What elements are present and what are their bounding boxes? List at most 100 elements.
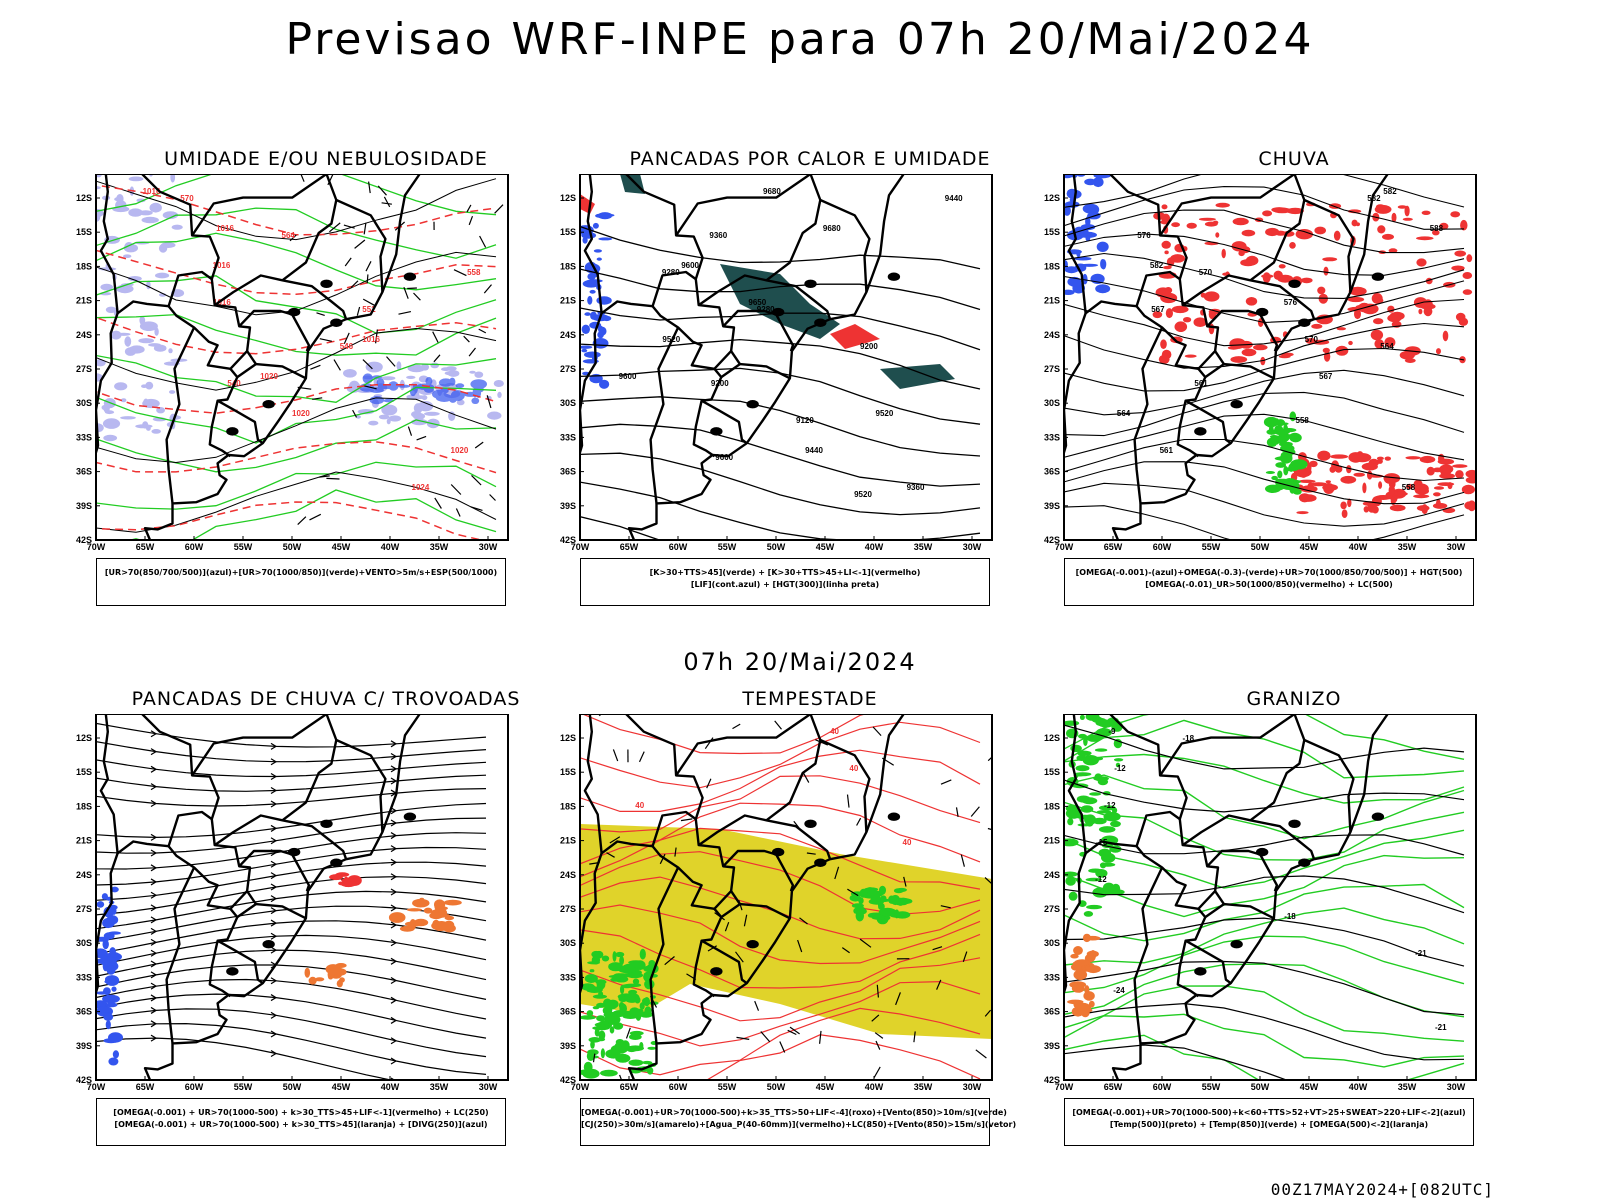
country-border — [1223, 362, 1275, 380]
contour-label: -12 — [1104, 801, 1116, 810]
lat-tick-label: 42S — [560, 535, 576, 545]
contour-label: 9440 — [805, 446, 823, 455]
contour-label: 576 — [1137, 231, 1151, 240]
contour-label: 9360 — [907, 483, 925, 492]
contour-label: 567 — [1151, 305, 1165, 314]
lon-tick-label: 30W — [479, 1082, 498, 1092]
lake-mark — [1255, 847, 1269, 857]
lat-tick-label: 27S — [76, 904, 92, 914]
lat-tick-label: 39S — [1044, 501, 1060, 511]
lon-tick-label: 70W — [571, 542, 590, 552]
country-border — [1206, 849, 1279, 892]
lake-mark — [320, 279, 333, 289]
lat-tick-label: 15S — [560, 227, 576, 237]
country-border — [255, 362, 307, 380]
thickness-contours — [96, 184, 497, 540]
contour-label: -24 — [1113, 986, 1125, 995]
map-plot: 1016 1016 1016 1016 1016 1020 1020 1020 1024 570 5… — [76, 174, 509, 552]
contour-label: 40 — [903, 838, 912, 847]
lat-tick-label: 21S — [1044, 296, 1060, 306]
country-border — [1067, 174, 1188, 315]
lat-tick-label: 39S — [560, 1041, 576, 1051]
contour-label: 564 — [282, 231, 296, 240]
omega-strong-area — [1263, 411, 1308, 495]
plot-frame — [1063, 714, 1477, 1081]
lon-tick-label: 40W — [381, 1082, 400, 1092]
lat-tick-label: 21S — [76, 296, 92, 306]
contour-label: -9 — [1108, 727, 1116, 736]
lat-tick-label: 21S — [560, 296, 576, 306]
contour-label: 9120 — [796, 416, 814, 425]
divergence-area — [96, 886, 123, 1066]
lat-tick-label: 30S — [560, 398, 576, 408]
convective-unstable-area — [830, 324, 880, 349]
country-border — [692, 368, 723, 458]
lat-tick-label: 12S — [1044, 733, 1060, 743]
plot-frame — [95, 174, 509, 541]
contour-label: 1020 — [260, 372, 278, 381]
lake-mark — [1288, 819, 1301, 829]
lon-tick-label: 55W — [718, 542, 737, 552]
contour-label: 40 — [635, 801, 644, 810]
lon-tick-label: 40W — [1349, 542, 1368, 552]
lat-tick-label: 18S — [1044, 261, 1060, 271]
country-border — [191, 174, 328, 237]
contour-label: 9280 — [757, 305, 775, 314]
panel-title: PANCADAS DE CHUVA C/ TROVOADAS — [131, 688, 521, 710]
country-border — [583, 714, 704, 855]
panel-title: PANCADAS POR CALOR E UMIDADE — [629, 148, 991, 170]
lon-tick-label: 60W — [185, 1082, 204, 1092]
contour-label: 570 — [1305, 335, 1319, 344]
contour-label: 588 — [1430, 224, 1444, 233]
lon-tick-label: 30W — [479, 542, 498, 552]
lake-mark — [262, 940, 275, 949]
lake-mark — [710, 427, 723, 436]
country-border — [1250, 279, 1316, 320]
lon-tick-label: 50W — [283, 1082, 302, 1092]
contour-label: 558 — [1402, 483, 1416, 492]
contour-label: 9680 — [763, 187, 781, 196]
temp850-contours — [1064, 714, 1465, 1080]
lat-tick-label: 36S — [76, 467, 92, 477]
lake-mark — [1371, 272, 1385, 281]
contour-label: 9360 — [709, 231, 727, 240]
lat-tick-label: 21S — [560, 836, 576, 846]
map-boundaries — [580, 714, 905, 1080]
map-plot: 582 588 582 576 570 567 564 561 558 582 576 570 567 5… — [1044, 174, 1477, 552]
lon-tick-label: 45W — [816, 1082, 835, 1092]
lon-tick-label: 70W — [87, 1082, 106, 1092]
panel-pancadas-calor: PANCADAS POR CALOR E UMIDADE 9680 9680 960… — [560, 148, 1040, 618]
panel-legend: [OMEGA(-0.001)+UR>70(1000-500)+k<60+TTS>… — [1064, 1098, 1474, 1146]
country-border — [165, 866, 196, 1044]
lake-mark — [771, 847, 785, 857]
contour-label: 564 — [1380, 342, 1394, 351]
country-border — [167, 818, 252, 911]
contour-label: 9200 — [860, 342, 878, 351]
lake-mark — [403, 812, 417, 821]
lon-tick-label: 55W — [234, 542, 253, 552]
valid-time-title: 07h 20/Mai/2024 — [683, 648, 917, 676]
panel-umidade: UMIDADE E/OU NEBULOSIDADE 1016 1016 1016 10… — [76, 148, 556, 618]
contour-label: 1016 — [213, 298, 231, 307]
lat-tick-label: 27S — [560, 904, 576, 914]
country-border — [238, 309, 311, 352]
thunder-probable-area — [388, 897, 462, 933]
panel-legend: [K>30+TTS>45](verde) + [K>30+TTS>45+LI<-… — [580, 558, 990, 606]
lon-tick-label: 60W — [185, 542, 204, 552]
lon-tick-label: 30W — [963, 1082, 982, 1092]
contour-label: 564 — [1117, 409, 1131, 418]
contour-label: 9200 — [711, 379, 729, 388]
lake-mark — [746, 400, 759, 409]
country-border — [208, 368, 239, 458]
country-border — [819, 738, 871, 833]
contour-label: 9280 — [662, 268, 680, 277]
lat-tick-label: 21S — [76, 836, 92, 846]
contour-label: 561 — [1160, 446, 1174, 455]
panel-tempestade: TEMPESTADE 40 40 40 40 12S 15S 18S 21S 24S 27S 30S… — [560, 688, 1040, 1158]
lon-tick-label: 45W — [816, 542, 835, 552]
lake-mark — [804, 279, 817, 289]
contour-label: 1016 — [213, 261, 231, 270]
panel-granizo: GRANIZO -9 -12 -12 -15 -12 -18 -21 -24 -21 -18 12S… — [1044, 688, 1524, 1158]
lon-tick-label: 35W — [1398, 1082, 1417, 1092]
panel-legend: [OMEGA(-0.001) + UR>70(1000-500) + k>30_… — [96, 1098, 506, 1146]
